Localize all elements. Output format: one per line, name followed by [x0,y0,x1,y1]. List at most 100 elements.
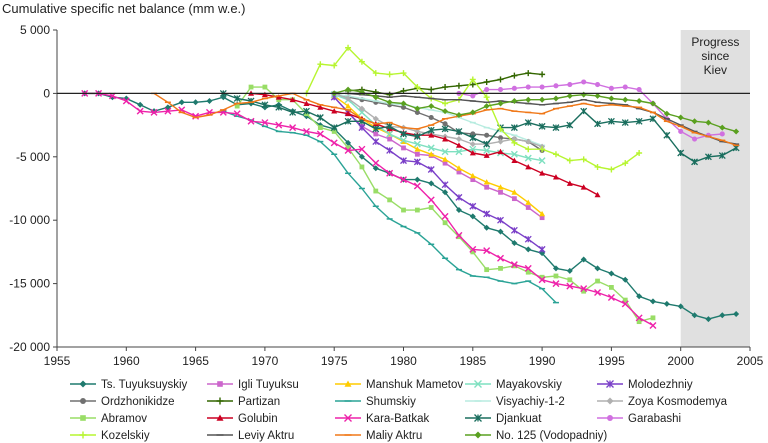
data-point [538,245,546,253]
data-point [608,166,615,173]
data-point [428,132,435,138]
data-point [442,160,448,166]
data-point [525,199,532,205]
x-tick-label: 1965 [182,354,209,368]
data-point [470,93,476,99]
legend-label: Zoya Kosmodemya [628,396,728,408]
x-tick-label: 1985 [459,354,486,368]
legend-item: Visyachiy-1-2 [465,396,565,408]
legend-label: Leviy Aktru [238,430,294,442]
data-point [122,97,130,105]
series-line [334,92,543,152]
data-point [538,157,546,165]
data-point [401,207,406,213]
axes-layer [56,30,750,348]
data-point [373,188,379,194]
data-point [470,249,476,255]
data-point [622,276,629,283]
data-point [247,117,255,125]
data-point [261,119,269,127]
data-point [580,285,588,293]
data-point [718,152,726,159]
data-point [511,98,518,105]
series-line [333,95,543,215]
data-point [373,131,379,137]
data-point [580,107,588,115]
data-point [483,179,490,185]
legend-swatch-marker [217,381,223,387]
data-point [441,212,449,220]
data-point [510,226,518,234]
data-point [608,85,614,91]
legend-item: Golubin [207,413,278,425]
data-point [497,100,504,107]
data-point [372,94,379,101]
series-line [333,96,543,250]
data-point [414,109,420,115]
data-point [469,76,476,83]
data-point [566,180,573,186]
data-point [484,267,490,273]
data-point [621,300,629,308]
data-point [498,265,503,271]
data-point [400,104,407,110]
data-point [552,280,560,288]
data-point [455,148,463,156]
data-point [428,205,434,210]
data-point [386,130,394,138]
data-point [233,95,241,102]
data-point [552,151,559,158]
data-point [511,139,518,146]
data-point [650,315,656,321]
data-point [649,298,656,305]
legend-label: Partizan [238,396,280,408]
data-point [635,314,643,322]
data-point [469,245,477,253]
data-point [511,240,518,247]
legend-label: Ts. Tuyuksuyskiy [101,379,188,391]
legend-swatch-marker [474,414,482,422]
y-tick-label: -5 000 [16,150,50,164]
data-point [607,294,615,302]
data-point [358,58,365,65]
legend-item: Garabashi [597,413,681,425]
data-point [331,129,337,134]
data-point [414,146,421,152]
data-point [677,303,684,310]
data-point [316,114,324,121]
data-point [580,184,587,190]
data-point [345,103,352,109]
series-shumskiy [220,110,559,304]
data-point [525,84,531,90]
series-line [334,94,543,147]
data-point [663,131,671,139]
data-point [387,197,393,203]
legend-item: Partizan [207,396,280,408]
data-point [261,101,269,109]
series-no-125-vodopadniy [331,86,740,135]
legend-item: Zoya Kosmodemya [597,396,728,408]
data-point [233,110,241,118]
legend-swatch-marker [606,380,614,388]
legend-swatch-marker [474,380,482,388]
x-tick-label: 1995 [598,354,625,368]
legend-item: Ordzhonikidze [70,396,175,408]
data-point [553,83,559,89]
data-point [539,71,546,78]
data-point [331,62,338,69]
legend-swatch-marker [79,431,87,439]
data-point [622,160,629,167]
data-point [566,282,574,290]
data-point [733,311,740,318]
data-point [414,207,420,213]
y-axis-label: Cumulative specific net balance (mm w.e.… [2,1,245,16]
data-point [262,84,268,90]
data-point [510,124,518,132]
data-point [524,264,532,272]
data-point [539,146,546,153]
data-point [248,84,254,90]
data-point [289,124,297,132]
data-point [413,133,421,140]
data-point [719,124,726,131]
